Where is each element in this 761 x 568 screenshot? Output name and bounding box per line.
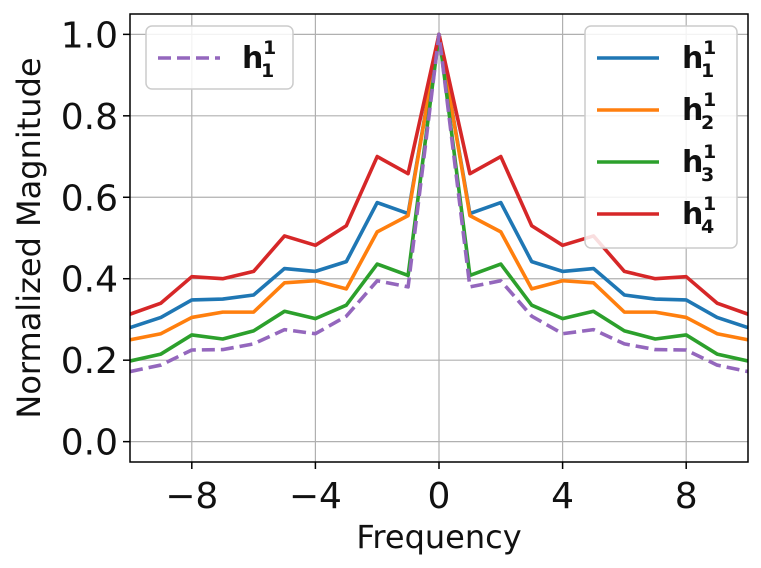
legend-label-sub: 1 [261,60,274,82]
y-tick-label: 0.8 [61,97,118,138]
legend-label: h [682,197,703,232]
legend-label: h [682,145,703,180]
legend-label-sup: 1 [263,37,276,59]
y-tick-label: 1.0 [61,15,118,56]
legend-label: h [682,93,703,128]
series-clip-group [130,32,748,374]
y-tick-label: 0.2 [61,341,118,382]
y-tick-label: 0.4 [61,260,118,301]
x-tick-label: 8 [675,476,698,517]
legend-label-sup: 1 [703,141,716,163]
y-tick-label: 0.0 [61,423,118,464]
legend-label-sup: 1 [703,89,716,111]
x-tick-label: 4 [551,476,574,517]
x-axis-label: Frequency [356,518,521,556]
legend-label-sub: 4 [701,216,714,238]
legend-label-sub: 1 [701,60,714,82]
x-tick-label: 0 [428,476,451,517]
legend-label: h [242,41,263,76]
x-tick-label: −4 [289,476,342,517]
legend-upper-right: h 11h 12h 13h 14 [584,25,738,249]
series-line-5 [130,32,748,374]
series-layer [130,32,748,374]
legend-label-sub: 3 [701,164,714,186]
x-tick-label: −8 [165,476,218,517]
legend-upper-left: h 11 [145,25,294,90]
legend-label-sup: 1 [703,193,716,215]
y-tick-label: 0.6 [61,178,118,219]
legend-label-sup: 1 [703,37,716,59]
legend-box [584,25,738,249]
legend-label: h [682,41,703,76]
legends: h 11 h 11h 12h 13h 14 [145,25,738,249]
axis-ticks: −8 −4 0 4 8 0.0 0.2 0.4 0.6 0.8 1.0 [61,15,698,517]
y-axis-label: Normalized Magnitude [10,57,48,418]
legend-label-sub: 2 [701,112,714,134]
